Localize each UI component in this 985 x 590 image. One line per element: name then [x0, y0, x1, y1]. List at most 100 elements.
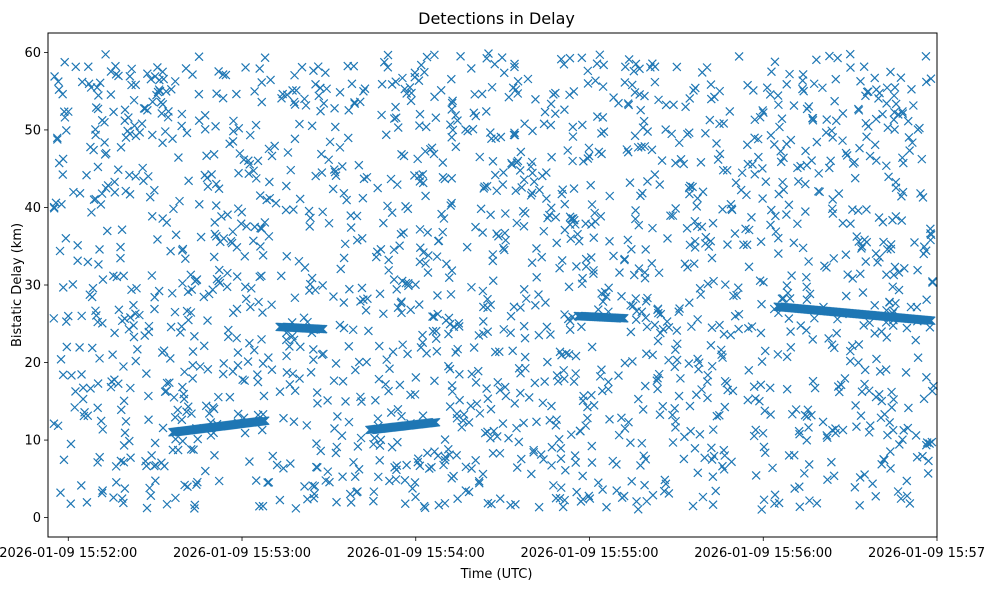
data-point — [97, 488, 107, 498]
data-point — [556, 454, 566, 464]
data-point — [714, 410, 724, 420]
data-point — [378, 218, 388, 228]
data-point — [581, 219, 591, 229]
data-point — [629, 66, 639, 76]
data-point — [445, 120, 455, 130]
data-point — [559, 59, 569, 69]
data-point — [416, 343, 426, 352]
data-point — [715, 86, 725, 96]
data-point — [625, 438, 635, 448]
data-point — [824, 51, 834, 61]
data-point — [631, 315, 641, 325]
data-point — [229, 116, 238, 126]
data-point — [875, 367, 885, 376]
data-point — [347, 79, 357, 89]
data-point — [774, 100, 783, 110]
data-point — [295, 342, 305, 352]
data-point — [100, 137, 110, 147]
data-point — [355, 97, 365, 107]
data-point — [403, 281, 413, 291]
data-point — [392, 437, 402, 447]
data-point — [541, 298, 550, 307]
data-point — [924, 456, 933, 466]
data-point — [614, 430, 624, 440]
data-point — [52, 134, 62, 144]
data-point — [545, 330, 555, 339]
data-point — [398, 340, 408, 350]
data-point — [344, 284, 354, 294]
data-point — [838, 136, 847, 146]
data-point — [806, 410, 816, 420]
data-point — [490, 59, 500, 69]
data-point — [200, 466, 210, 476]
data-point — [547, 152, 557, 162]
data-point — [761, 177, 771, 187]
data-point — [838, 425, 848, 435]
data-point — [218, 70, 228, 79]
data-point — [557, 189, 567, 199]
data-point — [177, 382, 187, 392]
data-point — [587, 441, 597, 451]
data-point — [147, 130, 157, 140]
data-point — [589, 400, 599, 410]
data-point — [475, 152, 485, 162]
data-point — [137, 119, 147, 129]
data-point — [903, 423, 913, 433]
data-point — [438, 158, 448, 167]
data-point — [456, 51, 465, 61]
data-point — [194, 199, 204, 209]
data-point — [530, 300, 540, 310]
data-point — [289, 417, 299, 427]
data-point — [726, 330, 736, 340]
data-point — [454, 369, 464, 379]
data-point — [451, 347, 461, 357]
data-point — [194, 52, 204, 62]
data-point — [922, 295, 932, 305]
data-point — [641, 454, 651, 464]
data-point — [885, 447, 895, 457]
data-point — [640, 268, 650, 277]
data-point — [391, 77, 401, 87]
data-point — [211, 121, 220, 131]
data-point — [760, 448, 770, 458]
data-point — [831, 116, 841, 126]
data-point — [289, 97, 299, 107]
data-point — [885, 418, 895, 427]
data-point — [632, 306, 642, 316]
data-point — [340, 239, 350, 249]
data-point — [190, 276, 200, 286]
data-point — [916, 189, 925, 198]
data-point — [304, 206, 314, 216]
data-point — [616, 313, 626, 323]
data-point — [513, 89, 523, 98]
data-point — [222, 268, 232, 278]
data-point — [211, 231, 221, 241]
data-point — [215, 278, 225, 288]
data-point — [443, 444, 453, 454]
data-point — [211, 201, 221, 211]
data-point — [354, 464, 364, 474]
data-point — [282, 251, 292, 261]
data-point — [256, 223, 265, 233]
data-point — [485, 433, 495, 443]
data-point — [154, 286, 164, 296]
data-point — [495, 494, 505, 504]
data-point — [182, 407, 191, 417]
data-point — [449, 322, 459, 332]
data-point — [60, 57, 70, 67]
data-point — [529, 445, 539, 455]
data-point — [231, 89, 241, 99]
data-point — [471, 455, 481, 465]
data-point — [572, 487, 582, 497]
data-point — [841, 250, 851, 260]
data-point — [851, 401, 861, 410]
data-point — [556, 54, 566, 64]
data-point — [106, 90, 116, 99]
data-point — [650, 77, 660, 87]
data-point — [829, 471, 839, 481]
data-point — [845, 49, 855, 59]
data-point — [859, 62, 869, 72]
data-point — [860, 379, 869, 389]
data-point — [529, 177, 539, 187]
data-point — [675, 373, 685, 383]
